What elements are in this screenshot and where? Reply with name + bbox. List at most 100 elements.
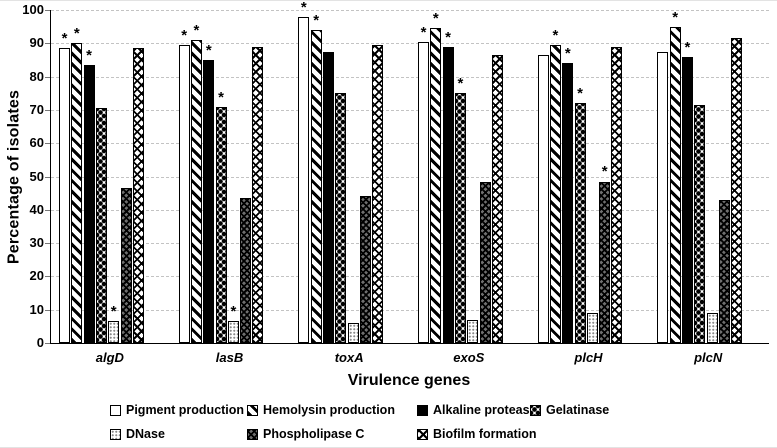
legend-item: Hemolysin production <box>247 403 395 417</box>
phospholipase-bar-toxA <box>359 196 371 343</box>
significance-star: * <box>230 303 237 321</box>
significance-star: * <box>601 163 608 181</box>
legend-item: Pigment production <box>110 403 244 417</box>
gridline <box>51 43 769 45</box>
hemolysin-bar-lasB <box>190 39 202 343</box>
gridline <box>51 176 769 178</box>
legend-item: Gelatinase <box>530 403 609 417</box>
hemolysin-bar-plcN <box>669 26 681 343</box>
pigment-bar-algD <box>59 48 70 343</box>
significance-star: * <box>445 28 452 46</box>
alkaline-bar-exoS <box>442 46 454 343</box>
biofilm-bar-exoS <box>491 54 503 343</box>
legend-label: Pigment production <box>126 403 245 417</box>
significance-star: * <box>181 26 188 44</box>
x-category-label: exoS <box>453 350 485 365</box>
biofilm-legend-marker <box>417 428 428 440</box>
y-tick-label: 90 <box>29 35 44 51</box>
y-tick <box>45 309 50 311</box>
y-tick <box>45 109 50 111</box>
phospholipase-bar-plcN <box>718 199 730 343</box>
gelatinase-bar-exoS <box>454 93 466 343</box>
biofilm-bar-algD <box>132 48 144 343</box>
dnase-bar-plcN <box>706 313 718 343</box>
hemolysin-legend-marker <box>247 404 258 416</box>
y-tick-label: 70 <box>29 101 44 117</box>
gelatinase-bar-lasB <box>215 106 227 343</box>
y-tick-label: 30 <box>29 235 44 251</box>
hemolysin-bar-toxA <box>310 29 322 343</box>
x-category-label: toxA <box>334 350 364 365</box>
phospholipase-bar-lasB <box>240 198 252 343</box>
biofilm-bar-lasB <box>252 46 264 343</box>
phospholipase-bar-algD <box>120 188 132 343</box>
phospholipase-legend-marker <box>247 428 258 440</box>
phospholipase-bar-exoS <box>479 181 491 343</box>
significance-star: * <box>672 8 679 26</box>
alkaline-bar-toxA <box>322 51 334 343</box>
y-tick-label: 40 <box>29 201 44 217</box>
gridline <box>51 76 769 78</box>
dnase-bar-algD <box>108 321 120 343</box>
significance-star: * <box>61 30 68 48</box>
y-tick <box>45 276 50 278</box>
significance-star: * <box>432 10 439 28</box>
y-tick-label: 100 <box>22 2 44 17</box>
phospholipase-bar-plcH <box>599 181 611 343</box>
gridline <box>51 109 769 111</box>
gelatinase-bar-plcN <box>694 104 706 343</box>
gelatinase-legend-marker <box>530 404 541 416</box>
legend-item: DNase <box>110 427 165 441</box>
legend-label: Biofilm formation <box>433 427 537 441</box>
biofilm-bar-plcN <box>731 38 743 343</box>
plot-area: * * * * * * * * * * * * * * * * * * * * * <box>50 1 769 344</box>
alkaline-bar-plcH <box>562 63 574 343</box>
dnase-bar-toxA <box>347 323 359 343</box>
dnase-legend-marker <box>110 428 121 440</box>
gelatinase-bar-toxA <box>335 93 347 343</box>
significance-star: * <box>564 45 571 63</box>
gridline <box>51 209 769 211</box>
dnase-bar-exoS <box>467 319 479 343</box>
x-category-label: plcN <box>694 350 723 365</box>
hemolysin-bar-algD <box>71 43 83 343</box>
significance-star: * <box>110 303 117 321</box>
legend-label: DNase <box>126 427 165 441</box>
pigment-bar-plcN <box>657 51 669 343</box>
gridline <box>51 143 769 145</box>
biofilm-bar-toxA <box>372 44 384 343</box>
alkaline-bar-algD <box>83 64 95 343</box>
legend-label: Alkaline protease <box>433 403 537 417</box>
hemolysin-bar-plcH <box>549 44 561 343</box>
gelatinase-bar-plcH <box>574 103 586 343</box>
y-tick <box>45 10 50 11</box>
pigment-bar-plcH <box>537 54 549 343</box>
biofilm-bar-plcH <box>611 46 623 343</box>
y-tick-label: 0 <box>36 335 44 350</box>
hemolysin-bar-exoS <box>430 28 442 343</box>
legend-item: Phospholipase C <box>247 427 364 441</box>
significance-star: * <box>420 23 427 41</box>
significance-star: * <box>684 38 691 56</box>
y-tick-label: 10 <box>29 301 44 317</box>
legend-item: Alkaline protease <box>417 403 537 417</box>
y-tick-label: 20 <box>29 268 44 284</box>
y-tick <box>45 176 50 178</box>
legend-item: Biofilm formation <box>417 427 536 441</box>
alkaline-bar-plcN <box>681 56 693 343</box>
legend-label: Gelatinase <box>546 403 610 417</box>
y-tick <box>45 143 50 145</box>
x-category-label: lasB <box>215 350 244 365</box>
significance-star: * <box>86 46 93 64</box>
significance-star: * <box>218 88 224 106</box>
y-tick <box>45 76 50 78</box>
pigment-bar-toxA <box>298 16 310 343</box>
y-tick-label: 50 <box>29 168 44 184</box>
y-tick-label: 60 <box>29 135 44 151</box>
x-axis-title: Virulence genes <box>347 372 471 389</box>
significance-star: * <box>457 75 464 93</box>
alkaline-bar-lasB <box>203 59 215 343</box>
pigment-bar-lasB <box>178 44 190 343</box>
pigment-bar-exoS <box>418 41 429 343</box>
